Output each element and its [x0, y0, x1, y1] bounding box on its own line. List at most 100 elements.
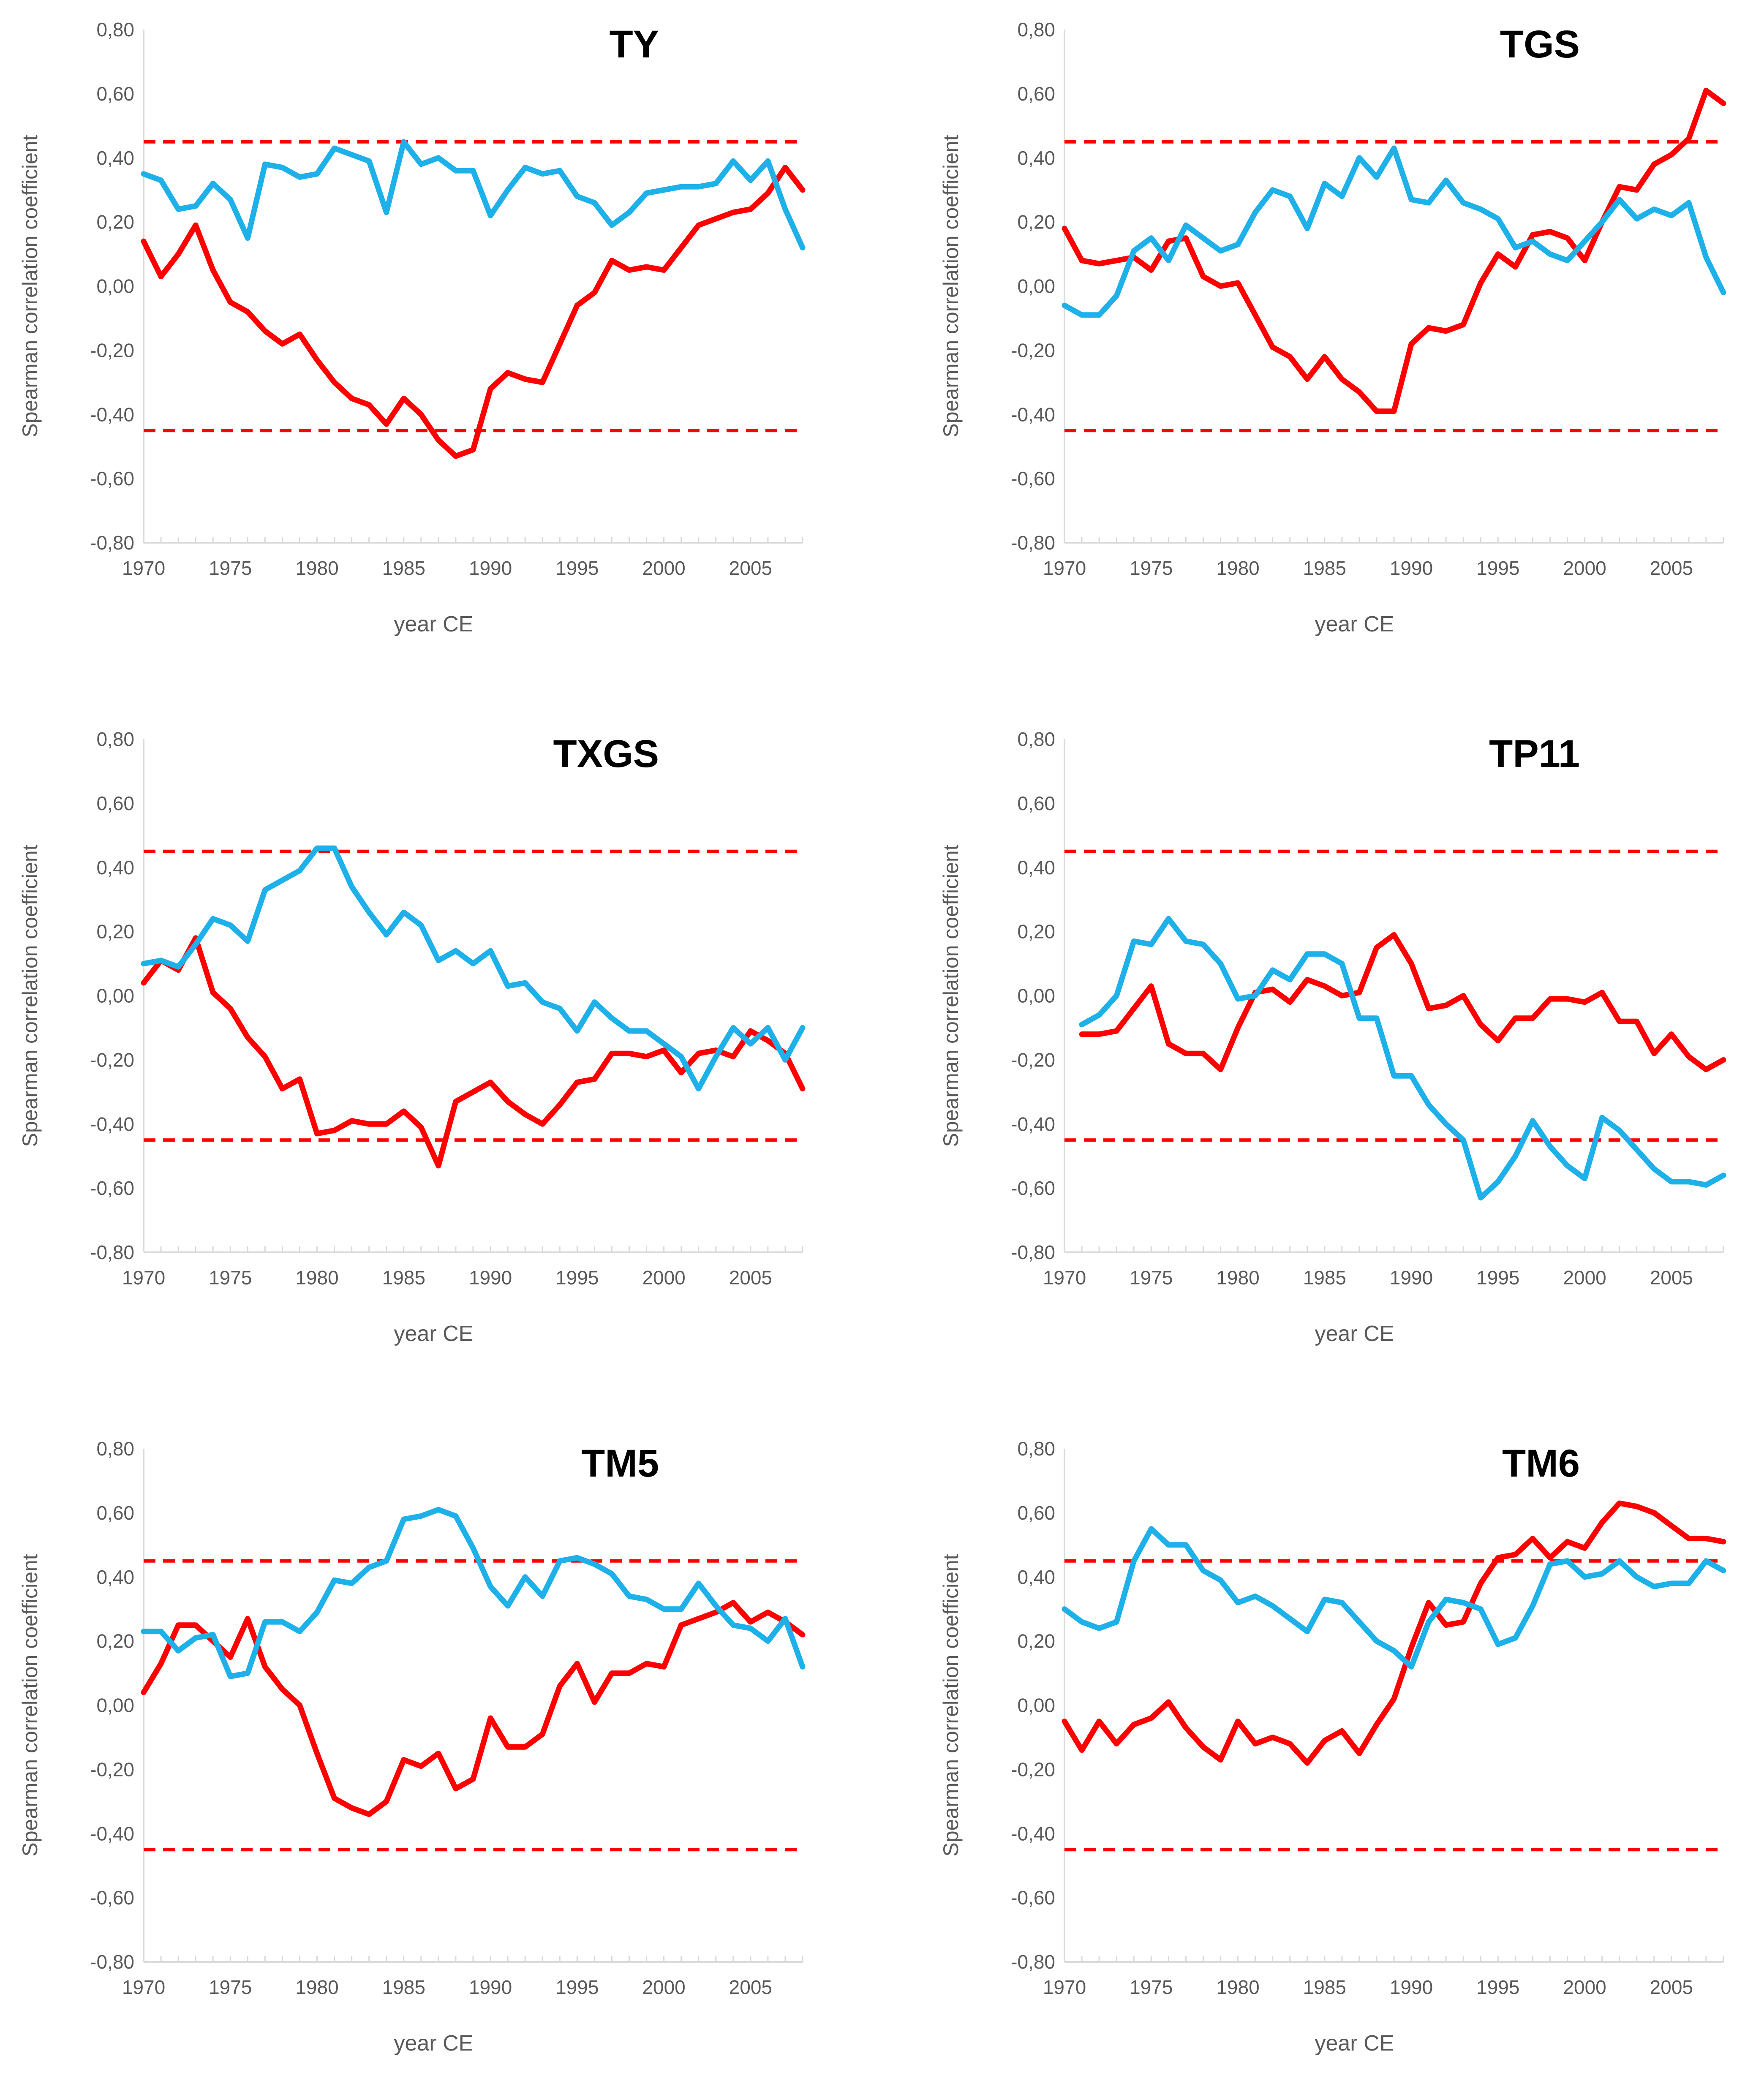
series-line-blue — [1062, 145, 1726, 318]
y-tick-label: -0,20 — [1011, 1049, 1055, 1071]
chart-panel-ty: 0,80 0,60 0,40 0,20 0,00 -0,20 -0,40 -0,60 -0,80… — [18, 19, 806, 636]
x-tick-label: 1995 — [555, 1976, 599, 1998]
series-line-red — [141, 165, 806, 459]
x-tick-label: 1975 — [209, 557, 252, 579]
y-tick-label: 0,80 — [1017, 728, 1055, 750]
x-tick-label: 1980 — [295, 1976, 338, 1998]
x-tick-label: 1985 — [382, 1267, 425, 1289]
y-axis-label: Spearman correlation coefficient — [939, 1554, 963, 1856]
x-axis-label: year CE — [1315, 2031, 1394, 2056]
x-axis-label: year CE — [394, 2031, 473, 2056]
x-tick-label: 1995 — [1476, 557, 1519, 579]
y-tick-label: 0,60 — [1017, 792, 1055, 814]
x-tick-label: 1970 — [122, 1267, 165, 1289]
x-tick-label: 1985 — [1303, 557, 1346, 579]
y-tick-label: -0,40 — [1011, 1822, 1055, 1844]
x-axis-label: year CE — [394, 1322, 473, 1346]
y-tick-label: -0,20 — [90, 1049, 134, 1071]
x-tick-label: 1975 — [1130, 1976, 1173, 1998]
x-tick-label: 1970 — [1043, 1976, 1086, 1998]
y-tick-label: 0,80 — [1017, 1438, 1055, 1460]
y-tick-label: 0,20 — [1017, 921, 1055, 943]
y-tick-label: 0,00 — [96, 275, 134, 297]
chart-title: TM6 — [1502, 1442, 1580, 1485]
y-tick-label: -0,80 — [90, 1241, 134, 1263]
y-axis-label: Spearman correlation coefficient — [939, 135, 963, 437]
y-tick-label: -0,40 — [1011, 1113, 1055, 1135]
y-tick-label: -0,20 — [1011, 339, 1055, 361]
x-tick-label: 2005 — [729, 557, 772, 579]
x-axis-label: year CE — [394, 612, 473, 636]
x-tick-label: 2005 — [729, 1976, 772, 1998]
x-tick-label: 1980 — [295, 1267, 338, 1289]
x-tick-label: 1985 — [1303, 1267, 1346, 1289]
x-axis-label: year CE — [1315, 1322, 1394, 1346]
y-tick-label: -0,60 — [90, 468, 134, 490]
x-tick-label: 1975 — [1130, 557, 1173, 579]
chart-panel-tp11: 0,80 0,60 0,40 0,20 0,00 -0,20 -0,40 -0,60 -0,80… — [939, 728, 1726, 1346]
x-tick-label: 1975 — [209, 1267, 252, 1289]
series-line-red — [141, 1600, 806, 1817]
y-axis-label: Spearman correlation coefficient — [18, 1554, 42, 1856]
chart-panel-txgs: 0,80 0,60 0,40 0,20 0,00 -0,20 -0,40 -0,60 -0,80… — [18, 728, 806, 1346]
x-tick-label: 1980 — [295, 557, 338, 579]
y-tick-label: -0,20 — [90, 1758, 134, 1780]
y-tick-label: -0,60 — [1011, 1177, 1055, 1199]
y-tick-label: 0,40 — [96, 857, 134, 879]
y-tick-label: -0,40 — [1011, 403, 1055, 425]
chart-title: TP11 — [1489, 732, 1580, 775]
series-line-blue — [141, 845, 806, 1092]
y-tick-label: 0,80 — [96, 728, 134, 750]
x-tick-label: 2005 — [1650, 1267, 1693, 1289]
series-line-red — [1079, 932, 1726, 1072]
x-tick-label: 1995 — [555, 1267, 599, 1289]
y-tick-label: -0,40 — [90, 1113, 134, 1135]
chart-title: TGS — [1500, 23, 1580, 66]
x-tick-label: 2000 — [642, 1267, 685, 1289]
series-line-blue — [1062, 1526, 1726, 1670]
x-tick-label: 1970 — [1043, 1267, 1086, 1289]
x-tick-label: 2000 — [642, 1976, 685, 1998]
y-tick-label: 0,20 — [96, 211, 134, 233]
chart-panel-tgs: 0,80 0,60 0,40 0,20 0,00 -0,20 -0,40 -0,60 -0,80… — [939, 19, 1726, 636]
x-tick-label: 1980 — [1216, 1267, 1259, 1289]
y-tick-label: 0,20 — [1017, 211, 1055, 233]
y-tick-label: 0,40 — [96, 1566, 134, 1588]
series-line-blue — [1079, 916, 1726, 1201]
y-tick-label: -0,80 — [90, 1951, 134, 1973]
x-tick-label: 1985 — [382, 1976, 425, 1998]
y-tick-label: -0,40 — [90, 403, 134, 425]
x-tick-label: 1970 — [122, 1976, 165, 1998]
x-tick-label: 1985 — [382, 557, 425, 579]
x-tick-label: 1995 — [1476, 1267, 1519, 1289]
chart-panel-tm6: 0,80 0,60 0,40 0,20 0,00 -0,20 -0,40 -0,60 -0,80… — [939, 1438, 1726, 2056]
x-tick-label: 2005 — [1650, 1976, 1693, 1998]
x-axis-label: year CE — [1315, 612, 1394, 636]
chart-title: TXGS — [553, 732, 659, 775]
y-tick-label: -0,60 — [90, 1177, 134, 1199]
x-tick-label: 2000 — [1563, 1267, 1606, 1289]
y-tick-label: 0,00 — [1017, 985, 1055, 1007]
chart-panel-tm5: 0,80 0,60 0,40 0,20 0,00 -0,20 -0,40 -0,60 -0,80… — [18, 1438, 806, 2056]
y-tick-label: -0,80 — [1011, 1951, 1055, 1973]
y-tick-label: 0,80 — [96, 1438, 134, 1460]
y-tick-label: 0,60 — [96, 792, 134, 814]
series-line-blue — [141, 1507, 806, 1679]
y-tick-label: -0,60 — [1011, 468, 1055, 490]
series-line-red — [1062, 87, 1726, 414]
y-tick-label: -0,80 — [1011, 1241, 1055, 1263]
y-tick-label: -0,80 — [90, 532, 134, 554]
series-line-red — [141, 935, 806, 1169]
x-tick-label: 1985 — [1303, 1976, 1346, 1998]
y-tick-label: 0,60 — [96, 83, 134, 105]
y-tick-label: -0,20 — [1011, 1758, 1055, 1780]
chart-title: TY — [609, 23, 659, 66]
y-tick-label: 0,00 — [1017, 1694, 1055, 1716]
x-tick-label: 1980 — [1216, 1976, 1259, 1998]
y-axis-label: Spearman correlation coefficient — [18, 135, 42, 437]
y-tick-label: 0,80 — [1017, 19, 1055, 41]
y-tick-label: 0,80 — [96, 19, 134, 41]
y-tick-label: 0,40 — [1017, 857, 1055, 879]
